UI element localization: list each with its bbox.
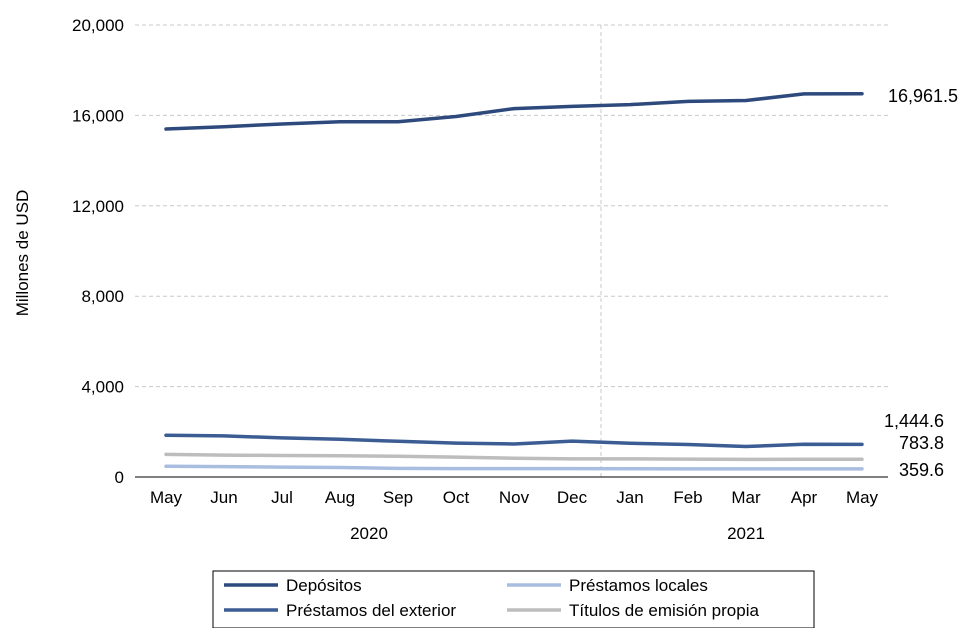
x-tick-label: Apr [791,488,818,507]
series-lines [164,91,864,471]
x-tick-label: May [846,488,879,507]
legend-box [212,570,815,628]
x-tick-label: Jan [616,488,643,507]
x-tick-label: Nov [499,488,530,507]
x-tick-label: Jun [210,488,237,507]
x-tick-label: Sep [383,488,413,507]
y-tick-label: 20,000 [72,16,124,35]
y-axis-label: Millones de USD [13,190,32,317]
legend: Depósitos Préstamos locales Préstamos del … [212,570,815,628]
series-line [164,91,864,131]
series-line [164,433,864,449]
y-tick-label: 16,000 [72,106,124,125]
x-tick-label: May [150,488,183,507]
gridlines [135,24,888,388]
x-tick-label: Feb [673,488,702,507]
y-tick-label: 0 [115,468,124,487]
x-tick-label: Jul [271,488,293,507]
legend-label: Préstamos del exterior [286,601,456,620]
legend-label: Préstamos locales [569,576,708,595]
year-label: 2021 [727,524,765,543]
year-label: 2020 [350,524,388,543]
end-label: 783.8 [899,433,944,453]
series-line [164,452,864,462]
y-tick-label: 12,000 [72,197,124,216]
end-label: 359.6 [899,460,944,480]
y-tick-label: 8,000 [81,287,124,306]
x-tick-label: Mar [731,488,761,507]
y-tick-label: 4,000 [81,378,124,397]
x-tick-label: Dec [557,488,588,507]
x-tick-label: Aug [325,488,355,507]
x-tick-labels: May Jun Jul Aug Sep Oct Nov Dec Jan Feb Mar Apr May [150,488,879,507]
legend-label: Depósitos [286,576,362,595]
y-tick-labels: 0 4,000 8,000 12,000 16,000 20,000 [72,16,124,487]
end-label: 16,961.5 [888,86,958,106]
x-tick-label: Oct [443,488,470,507]
series-line [164,464,864,471]
year-labels: 2020 2021 [350,524,765,543]
end-label: 1,444.6 [884,411,944,431]
legend-label: Títulos de emisión propia [569,601,759,620]
